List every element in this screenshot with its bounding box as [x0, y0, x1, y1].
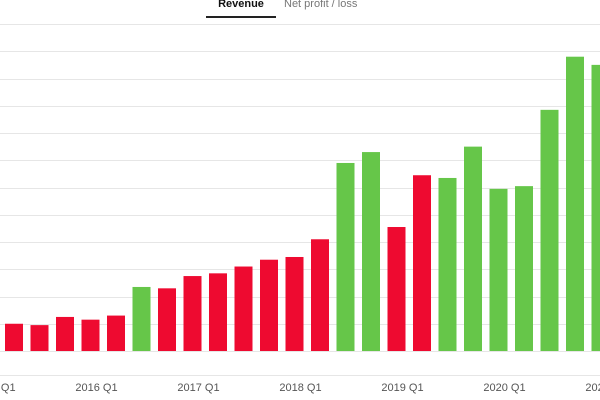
bar[interactable]: [591, 64, 600, 351]
bar[interactable]: [362, 152, 380, 351]
bar[interactable]: [81, 319, 100, 351]
bar[interactable]: [566, 56, 584, 351]
bar[interactable]: [234, 266, 253, 351]
x-tick-label: 2016 Q1: [75, 382, 117, 394]
bar[interactable]: [107, 315, 125, 351]
tab-revenue[interactable]: Revenue: [206, 0, 276, 18]
x-tick-label: 2020 Q1: [483, 382, 525, 394]
x-tick-label: 2018 Q1: [279, 382, 321, 394]
bar[interactable]: [413, 175, 431, 351]
x-tick-label: 2015 Q1: [0, 382, 16, 394]
chart-tabs: Revenue Net profit / loss: [0, 0, 600, 19]
bar[interactable]: [285, 256, 304, 351]
x-tick-label: 2021 Q1: [585, 382, 600, 394]
x-tick-label: 2019 Q1: [381, 382, 423, 394]
bar[interactable]: [30, 325, 49, 351]
bar[interactable]: [515, 186, 533, 351]
bar[interactable]: [540, 109, 559, 352]
tab-net-profit-loss[interactable]: Net profit / loss: [284, 0, 358, 10]
bar[interactable]: [209, 273, 227, 351]
bar[interactable]: [464, 146, 482, 351]
bar[interactable]: [5, 323, 23, 351]
bar[interactable]: [311, 239, 329, 351]
bar[interactable]: [183, 276, 202, 351]
bar[interactable]: [438, 177, 457, 351]
bar[interactable]: [336, 162, 355, 351]
bar[interactable]: [56, 316, 74, 351]
bar[interactable]: [387, 227, 406, 351]
x-tick-label: 2017 Q1: [177, 382, 219, 394]
chart-bars: [5, 56, 600, 352]
bar[interactable]: [489, 188, 508, 351]
x-axis-tick-labels: 2015 Q1 2016 Q1 2017 Q1 2018 Q1 2019 Q1 2020 …: [0, 382, 600, 394]
bar[interactable]: [158, 288, 176, 351]
bar[interactable]: [260, 259, 278, 351]
bar[interactable]: [132, 286, 151, 351]
